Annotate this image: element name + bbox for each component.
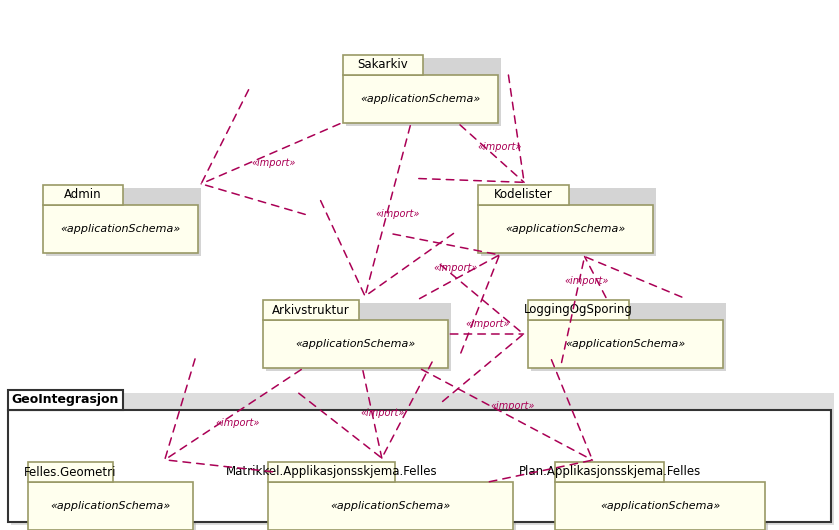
Bar	[477, 185, 569, 205]
Bar	[265, 303, 451, 371]
Text: Matrikkel.Applikasjonsskjema.Felles: Matrikkel.Applikasjonsskjema.Felles	[226, 465, 437, 479]
Text: «import»: «import»	[466, 319, 509, 329]
Bar	[11, 393, 834, 525]
Text: «import»: «import»	[360, 408, 404, 418]
Text: «import»: «import»	[490, 401, 534, 411]
Bar	[555, 462, 664, 482]
Bar	[43, 185, 123, 205]
Bar	[28, 482, 192, 530]
Bar	[30, 465, 195, 530]
Bar	[477, 205, 653, 253]
Text: «applicationSchema»: «applicationSchema»	[50, 501, 170, 511]
Text: «import»: «import»	[375, 209, 420, 219]
Text: «import»: «import»	[216, 418, 260, 428]
Text: «applicationSchema»: «applicationSchema»	[505, 224, 625, 234]
Bar	[555, 482, 765, 530]
Bar	[43, 205, 197, 253]
Text: LoggingOgSporing: LoggingOgSporing	[524, 304, 633, 316]
Bar	[270, 465, 515, 530]
Text: Admin: Admin	[64, 189, 102, 201]
Text: Plan.Applikasjonsskjema.Felles: Plan.Applikasjonsskjema.Felles	[519, 465, 701, 479]
Text: Kodelister: Kodelister	[493, 189, 552, 201]
Text: «applicationSchema»: «applicationSchema»	[600, 501, 720, 511]
Bar	[528, 320, 722, 368]
Bar	[268, 462, 395, 482]
Bar	[528, 300, 629, 320]
Bar	[8, 390, 123, 410]
Text: «applicationSchema»: «applicationSchema»	[330, 501, 451, 511]
Text: «import»: «import»	[564, 276, 608, 286]
Bar	[263, 320, 447, 368]
Text: «import»: «import»	[252, 158, 296, 168]
Bar	[342, 55, 423, 75]
Bar	[558, 465, 768, 530]
Bar	[481, 188, 655, 256]
Text: Arkivstruktur: Arkivstruktur	[272, 304, 350, 316]
Text: «applicationSchema»: «applicationSchema»	[60, 224, 180, 234]
Bar	[530, 303, 726, 371]
Text: «import»: «import»	[433, 263, 477, 273]
Bar	[263, 300, 359, 320]
Text: «import»: «import»	[477, 142, 521, 152]
Text: «applicationSchema»: «applicationSchema»	[565, 339, 685, 349]
Text: GeoIntegrasjon: GeoIntegrasjon	[12, 393, 119, 407]
Text: Felles.Geometri: Felles.Geometri	[24, 465, 117, 479]
Bar	[346, 58, 501, 126]
Bar	[268, 482, 513, 530]
Bar	[8, 410, 831, 522]
Bar	[28, 462, 113, 482]
Bar	[342, 75, 498, 123]
Text: «applicationSchema»: «applicationSchema»	[294, 339, 415, 349]
Text: Sakarkiv: Sakarkiv	[357, 58, 409, 72]
Text: «applicationSchema»: «applicationSchema»	[360, 94, 480, 104]
Bar	[45, 188, 201, 256]
